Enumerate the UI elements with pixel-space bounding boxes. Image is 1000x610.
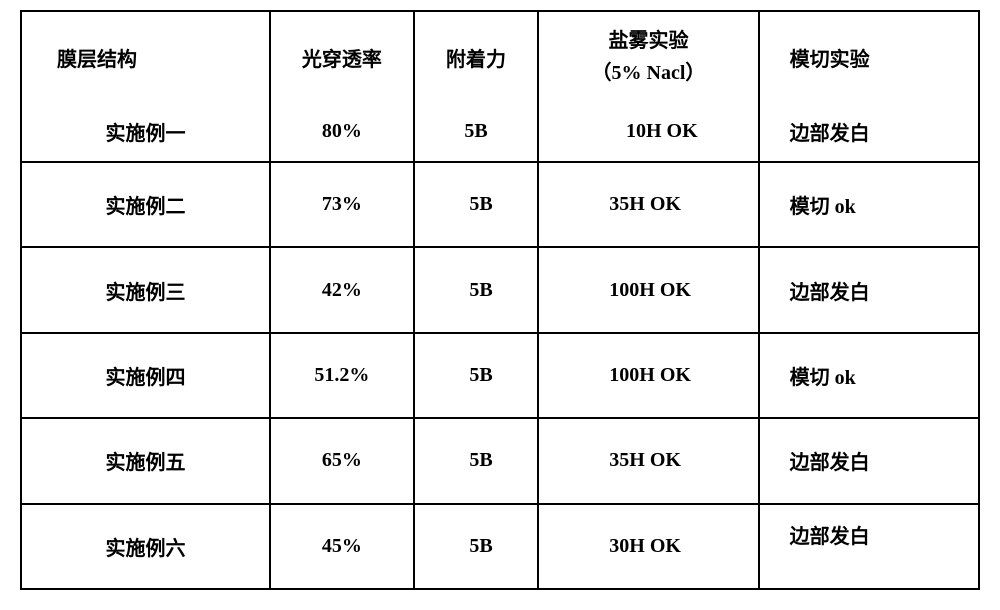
row1-label: 实施例一: [22, 102, 269, 161]
table-row: 实施例三 42% 5B 100H OK 边部发白: [21, 247, 979, 332]
table-row: 实施例六 45% 5B 30H OK 边部发白: [21, 504, 979, 589]
row-die-cut: 模切 ok: [759, 162, 979, 247]
row-transmittance: 45%: [270, 504, 414, 589]
row-transmittance: 42%: [270, 247, 414, 332]
header-col4: 盐雾实验 （5% Nacl）: [592, 25, 706, 89]
row-adhesion: 5B: [414, 504, 539, 589]
row1-die-cut: 边部发白: [760, 102, 978, 161]
header-col1: 膜层结构: [22, 12, 269, 102]
row-label: 实施例三: [21, 247, 270, 332]
row-die-cut: 边部发白: [759, 504, 979, 589]
row-salt-spray: 30H OK: [538, 504, 758, 589]
row-salt-spray: 35H OK: [538, 418, 758, 503]
row1-salt-spray: 10H OK: [539, 102, 757, 161]
header-col3: 附着力: [415, 12, 538, 102]
table-row: 实施例二 73% 5B 35H OK 模切 ok: [21, 162, 979, 247]
row-transmittance: 51.2%: [270, 333, 414, 418]
experiment-table: 膜层结构 实施例一 光穿透率 80% 附着力 5B 盐雾实验 （5% Nacl）: [20, 10, 980, 590]
row-label: 实施例六: [21, 504, 270, 589]
header-col5: 模切实验: [760, 12, 978, 102]
header-col2: 光穿透率: [271, 12, 413, 102]
header-col4-line2: （5% Nacl）: [592, 62, 706, 84]
row-adhesion: 5B: [414, 333, 539, 418]
row-adhesion: 5B: [414, 247, 539, 332]
row-label: 实施例二: [21, 162, 270, 247]
row-adhesion: 5B: [414, 418, 539, 503]
row-adhesion: 5B: [414, 162, 539, 247]
table-header-and-row1: 膜层结构 实施例一 光穿透率 80% 附着力 5B 盐雾实验 （5% Nacl）: [21, 11, 979, 162]
row-salt-spray: 35H OK: [538, 162, 758, 247]
row1-adhesion: 5B: [415, 102, 538, 161]
row-label: 实施例四: [21, 333, 270, 418]
row-die-cut: 边部发白: [759, 418, 979, 503]
header-col4-line1: 盐雾实验: [608, 30, 688, 52]
row-die-cut: 模切 ok: [759, 333, 979, 418]
row-transmittance: 73%: [270, 162, 414, 247]
row-die-cut: 边部发白: [759, 247, 979, 332]
table-row: 实施例四 51.2% 5B 100H OK 模切 ok: [21, 333, 979, 418]
table-row: 实施例五 65% 5B 35H OK 边部发白: [21, 418, 979, 503]
row-label: 实施例五: [21, 418, 270, 503]
row1-transmittance: 80%: [271, 102, 413, 161]
row-transmittance: 65%: [270, 418, 414, 503]
row-salt-spray: 100H OK: [538, 333, 758, 418]
row-salt-spray: 100H OK: [538, 247, 758, 332]
